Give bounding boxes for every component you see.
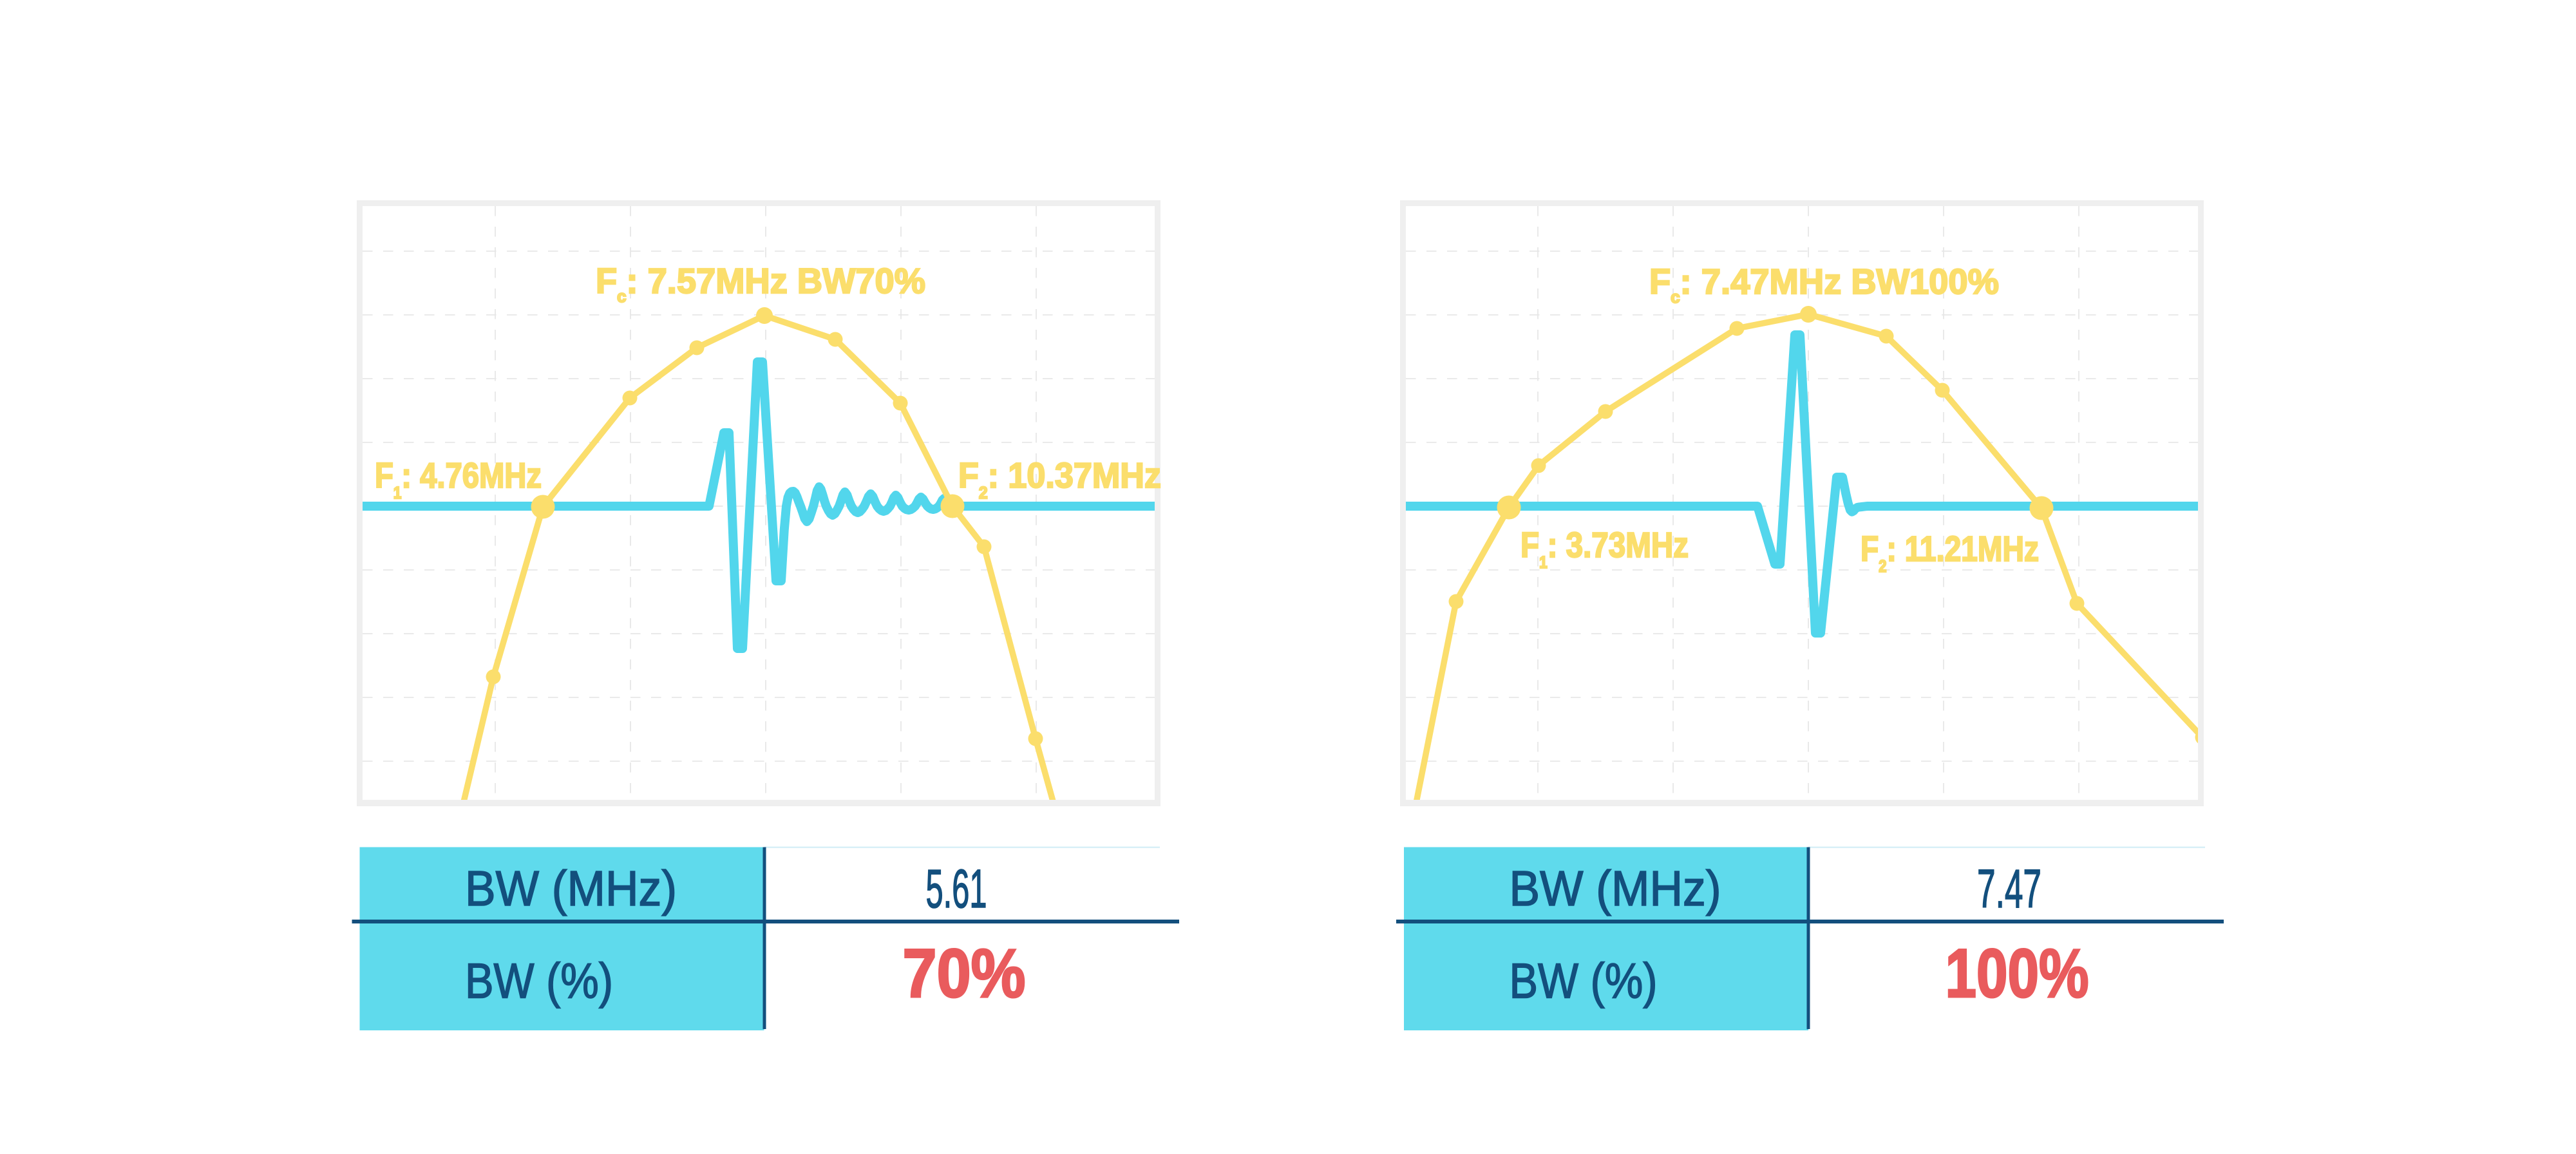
svg-text:Fc: 7.47MHz BW100%: Fc: 7.47MHz BW100%: [1649, 261, 1999, 307]
svg-text:7.47: 7.47: [1977, 858, 2041, 919]
svg-text:BW (MHz): BW (MHz): [1510, 861, 1721, 916]
svg-text:F1: 4.76MHz: F1: 4.76MHz: [375, 455, 542, 502]
svg-text:100%: 100%: [1946, 934, 2089, 1012]
svg-text:BW (MHz): BW (MHz): [465, 861, 677, 916]
svg-text:5.61: 5.61: [926, 858, 987, 919]
svg-text:Fc: 7.57MHz BW70%: Fc: 7.57MHz BW70%: [596, 261, 925, 306]
svg-text:F1: 3.73MHz: F1: 3.73MHz: [1520, 525, 1689, 572]
svg-text:BW (%): BW (%): [1510, 954, 1658, 1009]
svg-text:70%: 70%: [903, 934, 1026, 1012]
svg-text:F2: 10.37MHz: F2: 10.37MHz: [958, 455, 1161, 502]
svg-text:BW (%): BW (%): [465, 954, 613, 1009]
svg-text:F2: 11.21MHz: F2: 11.21MHz: [1861, 529, 2039, 576]
